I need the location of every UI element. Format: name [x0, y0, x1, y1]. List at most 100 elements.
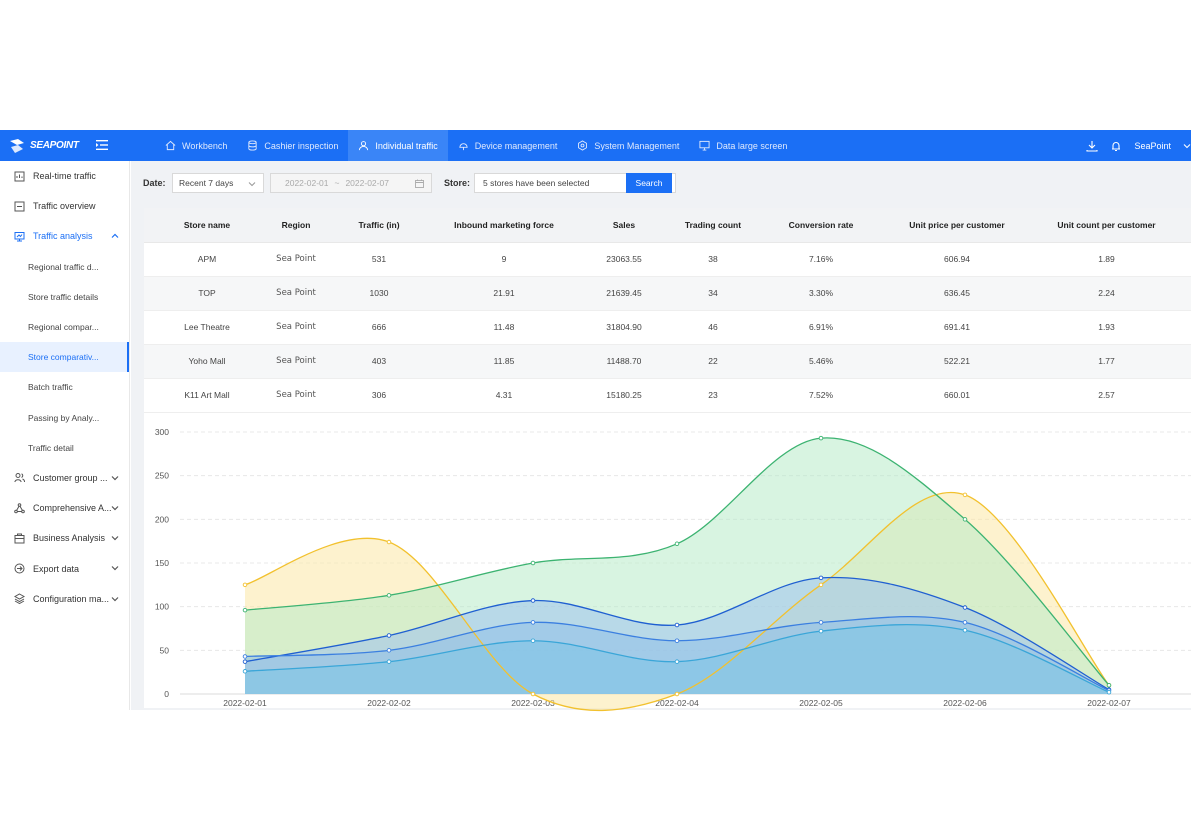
sidebar-item-label: Configuration ma... — [33, 593, 110, 604]
x-tick-label: 2022-02-02 — [367, 698, 411, 708]
top-nav-menu: Workbench Cashier inspection Individual tr… — [155, 130, 797, 161]
column-header: Region — [270, 208, 322, 243]
table-cell: TOP — [144, 276, 270, 311]
sidebar-item-store-comparativ[interactable]: Store comparativ... — [0, 342, 129, 373]
sidebar-item-passing-by-analy[interactable]: Passing by Analy... — [0, 403, 129, 433]
data-point — [962, 517, 968, 522]
app-window: SEAPOINT Workbench Cashier inspection Indi… — [0, 130, 1191, 712]
sidebar-item-label: Batch traffic — [28, 382, 73, 393]
filter-bar: Date: Recent 7 days 2022-02-01 ~ 2022-02… — [131, 161, 1191, 205]
data-point — [242, 659, 248, 664]
nav-item-workbench[interactable]: Workbench — [155, 130, 237, 161]
nav-item-individual-traffic[interactable]: Individual traffic — [348, 130, 448, 161]
table-cell: 21639.45 — [572, 276, 676, 311]
column-header: Unit count per customer — [1022, 208, 1191, 243]
sidebar-item-traffic-detail[interactable]: Traffic detail — [0, 433, 129, 463]
nav-item-device-management[interactable]: Device management — [448, 130, 568, 161]
brand-name: SEAPOINT — [30, 140, 79, 151]
table-row[interactable]: APM Sea Point 531 9 23063.55 38 7.16% 606.94 1.8… — [144, 242, 1191, 277]
sidebar-item-export-data[interactable]: Export data — [0, 553, 129, 583]
x-tick-label: 2022-02-06 — [943, 698, 987, 708]
data-point — [674, 638, 680, 643]
table-cell: Sea Point — [270, 378, 322, 413]
x-tick-label: 2022-02-01 — [223, 698, 267, 708]
menu-collapse-icon[interactable] — [95, 138, 109, 152]
sidebar-item-store-traffic-details[interactable]: Store traffic details — [0, 282, 129, 312]
data-point — [530, 560, 536, 566]
nav-item-data-large-screen[interactable]: Data large screen — [689, 130, 797, 161]
date-range-picker[interactable]: 2022-02-01 ~ 2022-02-07 — [270, 173, 432, 193]
nav-item-label: Individual traffic — [375, 140, 438, 151]
table-cell: 306 — [322, 378, 436, 413]
table-row[interactable]: K11 Art Mall Sea Point 306 4.31 15180.25 23 7.… — [144, 378, 1191, 413]
data-point — [962, 605, 968, 610]
data-point — [674, 691, 680, 697]
table-cell: 23 — [676, 378, 750, 413]
sidebar-item-label: Passing by Analy... — [28, 412, 100, 423]
date-preset-select[interactable]: Recent 7 days — [172, 173, 264, 193]
sidebar-item-business-analysis[interactable]: Business Analysis — [0, 523, 129, 553]
table-cell: 636.45 — [892, 276, 1022, 311]
bell-icon[interactable] — [1110, 140, 1122, 152]
nav-item-system-management[interactable]: System Management — [567, 130, 689, 161]
data-point — [1106, 683, 1112, 688]
table-cell: 1.93 — [1022, 310, 1191, 345]
table-cell: 660.01 — [892, 378, 1022, 413]
data-point — [674, 622, 680, 628]
nav-item-cashier-inspection[interactable]: Cashier inspection — [237, 130, 348, 161]
x-tick-label: 2022-02-03 — [511, 698, 555, 708]
search-button[interactable]: Search — [626, 173, 672, 193]
chevron-down-icon — [111, 536, 119, 541]
sidebar-item-label: Store comparativ... — [28, 352, 99, 363]
chevron-down-icon — [111, 475, 119, 481]
column-header: Unit price per customer — [892, 208, 1022, 243]
sidebar-item-batch-traffic[interactable]: Batch traffic — [0, 372, 129, 402]
export-icon — [14, 563, 25, 574]
main-content: Date: Recent 7 days 2022-02-01 ~ 2022-02… — [131, 161, 1191, 712]
table-row[interactable]: Lee Theatre Sea Point 666 11.48 31804.90 46 6.… — [144, 310, 1191, 345]
date-separator: ~ — [334, 178, 340, 188]
user-menu[interactable]: SeaPoint — [1134, 140, 1171, 151]
chevron-up-icon — [111, 234, 119, 239]
y-tick-label: 300 — [155, 427, 169, 437]
user-chevron-down-icon[interactable] — [1183, 142, 1191, 150]
sidebar-item-regional-compar[interactable]: Regional compar... — [0, 312, 129, 342]
sidebar-item-real-time-traffic[interactable]: Real-time traffic — [0, 161, 129, 191]
table-cell: 11.85 — [436, 344, 572, 379]
sidebar-item-traffic-analysis[interactable]: Traffic analysis — [0, 221, 129, 251]
data-point — [530, 638, 536, 643]
brand-logo[interactable]: SEAPOINT — [0, 130, 130, 161]
table-cell: 21.91 — [436, 276, 572, 311]
sidebar-item-configuration-ma[interactable]: Configuration ma... — [0, 584, 129, 614]
sidebar-item-regional-traffic-d[interactable]: Regional traffic d... — [0, 252, 129, 282]
data-point — [818, 435, 824, 441]
data-point — [386, 648, 392, 653]
data-point — [818, 620, 824, 625]
sidebar-item-customer-group[interactable]: Customer group ... — [0, 463, 129, 493]
table-cell: 1.89 — [1022, 242, 1191, 277]
sidebar-item-traffic-overview[interactable]: Traffic overview — [0, 191, 129, 221]
x-tick-label: 2022-02-07 — [1087, 698, 1131, 708]
chevron-down-icon — [248, 182, 256, 187]
series-line-0 — [244, 492, 1110, 712]
home-icon — [165, 140, 176, 151]
table-row[interactable]: Yoho Mall Sea Point 403 11.85 11488.70 22 5.46… — [144, 344, 1191, 379]
chevron-down-icon — [111, 566, 119, 571]
database-icon — [248, 140, 257, 151]
y-tick-label: 50 — [160, 645, 170, 655]
store-select[interactable]: 5 stores have been selected — [474, 173, 676, 193]
table-cell: 34 — [676, 276, 750, 311]
table-cell: 5.46% — [750, 344, 892, 379]
user-icon — [359, 141, 369, 151]
download-icon[interactable] — [1086, 140, 1099, 152]
table-cell: 7.52% — [750, 378, 892, 413]
table-cell: APM — [144, 242, 270, 277]
table-cell: 531 — [322, 242, 436, 277]
y-tick-label: 200 — [155, 514, 169, 524]
sidebar-item-comprehensive-a[interactable]: Comprehensive A... — [0, 493, 129, 523]
data-point — [1106, 690, 1112, 695]
series-area-4 — [245, 624, 1109, 694]
table-cell: 4.31 — [436, 378, 572, 413]
layers-icon — [14, 593, 25, 605]
table-row[interactable]: TOP Sea Point 1030 21.91 21639.45 34 3.30% 636.… — [144, 276, 1191, 311]
